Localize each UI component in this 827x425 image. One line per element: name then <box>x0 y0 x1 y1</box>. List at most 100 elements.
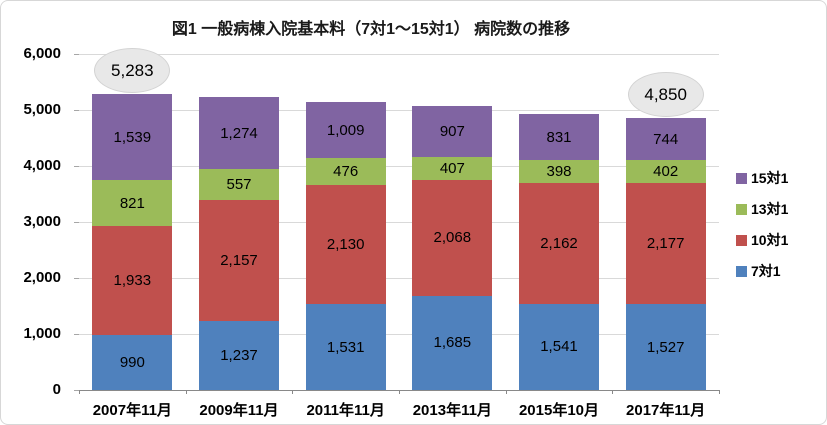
total-callout: 4,850 <box>627 72 704 118</box>
bar-segment-15対1: 744 <box>625 118 706 161</box>
legend-item-7対1: 7対1 <box>736 261 781 281</box>
gridline <box>79 277 719 279</box>
bar-segment-10対1: 2,068 <box>412 179 493 296</box>
bar-segment-label: 907 <box>439 123 465 141</box>
x-axis-label: 2015年10月 <box>518 402 600 419</box>
gridline <box>79 53 719 55</box>
gridline <box>79 221 719 223</box>
bar-segment-10対1: 2,130 <box>305 184 386 305</box>
bar-segment-label: 831 <box>546 128 572 146</box>
legend-item-10対1: 10対1 <box>736 230 788 250</box>
x-axis-label: 2007年11月 <box>92 402 172 419</box>
x-axis-tick <box>79 390 80 394</box>
bar-segment-13対1: 476 <box>305 158 386 185</box>
bar-segment-label: 1,009 <box>326 121 365 139</box>
x-axis-tick <box>185 390 187 394</box>
bar-segment-label: 1,541 <box>540 338 578 356</box>
y-axis-tick <box>74 333 79 335</box>
gridline <box>79 333 719 335</box>
bar-segment-7対1: 1,527 <box>625 304 706 390</box>
legend-swatch <box>736 234 747 246</box>
bar-segment-label: 1,527 <box>646 338 685 356</box>
legend-swatch <box>736 172 747 184</box>
gridline <box>79 165 719 167</box>
bar-segment-13対1: 402 <box>625 160 706 183</box>
bar-segment-label: 407 <box>439 159 465 177</box>
y-axis-label: 3,000 <box>23 213 61 230</box>
bar-segment-15対1: 1,539 <box>92 94 173 181</box>
bar-segment-label: 1,237 <box>220 346 258 364</box>
x-axis-tick <box>292 390 294 394</box>
bar-segment-13対1: 398 <box>519 160 599 183</box>
y-axis-tick <box>74 389 79 391</box>
y-axis-label: 6,000 <box>23 45 61 62</box>
x-axis-label: 2009年11月 <box>199 402 279 419</box>
bar-segment-13対1: 821 <box>92 180 173 227</box>
bar-segment-label: 744 <box>653 130 679 148</box>
legend-label: 7対1 <box>751 263 781 279</box>
y-axis-label: 5,000 <box>23 101 61 118</box>
bar-segment-label: 1,539 <box>113 128 152 146</box>
gridline <box>79 109 719 111</box>
x-axis-label: 2017年11月 <box>626 402 706 419</box>
y-axis-tick <box>74 109 79 111</box>
bar-segment-15対1: 1,274 <box>199 97 279 169</box>
bar-segment-10対1: 2,162 <box>519 182 599 304</box>
legend-item-15対1: 15対1 <box>736 168 788 188</box>
legend-swatch <box>736 265 747 277</box>
legend-swatch <box>736 203 747 215</box>
total-callout-text: 5,283 <box>111 60 154 80</box>
bar-segment-7対1: 1,531 <box>305 304 386 390</box>
bar-2013年11月: 1,685 2,068 407 907 <box>412 106 493 390</box>
bar-segment-13対1: 557 <box>199 168 279 200</box>
bar-segment-7対1: 1,685 <box>412 295 493 390</box>
bar-segment-7対1: 990 <box>92 334 173 390</box>
bar-segment-label: 990 <box>119 353 145 371</box>
y-axis-tick <box>74 53 79 55</box>
bar-segment-15対1: 1,009 <box>305 101 386 159</box>
bar-segment-label: 2,177 <box>646 235 685 253</box>
y-axis-tick <box>74 277 79 279</box>
x-axis-label: 2011年11月 <box>306 402 385 419</box>
bar-segment-label: 398 <box>546 163 572 180</box>
bar-segment-label: 1,531 <box>326 338 365 356</box>
bar-2017年11月: 1,527 2,177 402 744 <box>625 118 706 390</box>
bar-segment-label: 821 <box>119 194 145 212</box>
x-axis-label: 2013年11月 <box>412 402 492 419</box>
bar-segment-label: 2,068 <box>433 229 472 247</box>
bar-2007年11月: 990 1,933 821 1,539 <box>92 94 173 390</box>
bar-segment-label: 1,274 <box>220 124 258 142</box>
legend-label: 10対1 <box>751 232 789 248</box>
legend-label: 15対1 <box>751 170 789 186</box>
bar-segment-label: 2,130 <box>326 236 365 254</box>
bar-segment-13対1: 407 <box>412 157 493 180</box>
x-axis-tick <box>612 390 614 394</box>
bar-segment-10対1: 2,177 <box>625 182 706 305</box>
bar-2009年11月: 1,237 2,157 557 1,274 <box>199 97 279 390</box>
x-axis-tick <box>399 390 400 394</box>
bar-segment-label: 2,162 <box>540 234 578 252</box>
bar-segment-label: 557 <box>226 175 252 193</box>
bar-2015年10月: 1,541 2,162 398 831 <box>519 113 599 390</box>
bar-segment-label: 402 <box>653 162 679 180</box>
bar-segment-10対1: 1,933 <box>92 226 173 335</box>
y-axis-label: 2,000 <box>23 269 61 286</box>
bar-segment-label: 476 <box>333 163 359 181</box>
y-axis-label: 1,000 <box>23 325 61 342</box>
legend-label: 13対1 <box>751 201 789 217</box>
bar-segment-label: 1,685 <box>433 334 472 352</box>
x-axis-tick <box>719 390 720 394</box>
total-callout: 5,283 <box>94 48 171 94</box>
total-callout-text: 4,850 <box>644 84 687 104</box>
bar-segment-7対1: 1,541 <box>519 303 599 390</box>
bar-segment-label: 2,157 <box>220 251 258 269</box>
bar-segment-7対1: 1,237 <box>199 320 279 390</box>
bar-segment-label: 1,933 <box>113 271 152 289</box>
x-axis-tick <box>505 390 507 394</box>
y-axis-tick <box>74 165 79 167</box>
bar-segment-15対1: 831 <box>519 113 599 161</box>
bar-2011年11月: 1,531 2,130 476 1,009 <box>305 101 386 390</box>
legend-item-13対1: 13対1 <box>736 199 788 219</box>
y-axis-label: 4,000 <box>23 157 61 174</box>
